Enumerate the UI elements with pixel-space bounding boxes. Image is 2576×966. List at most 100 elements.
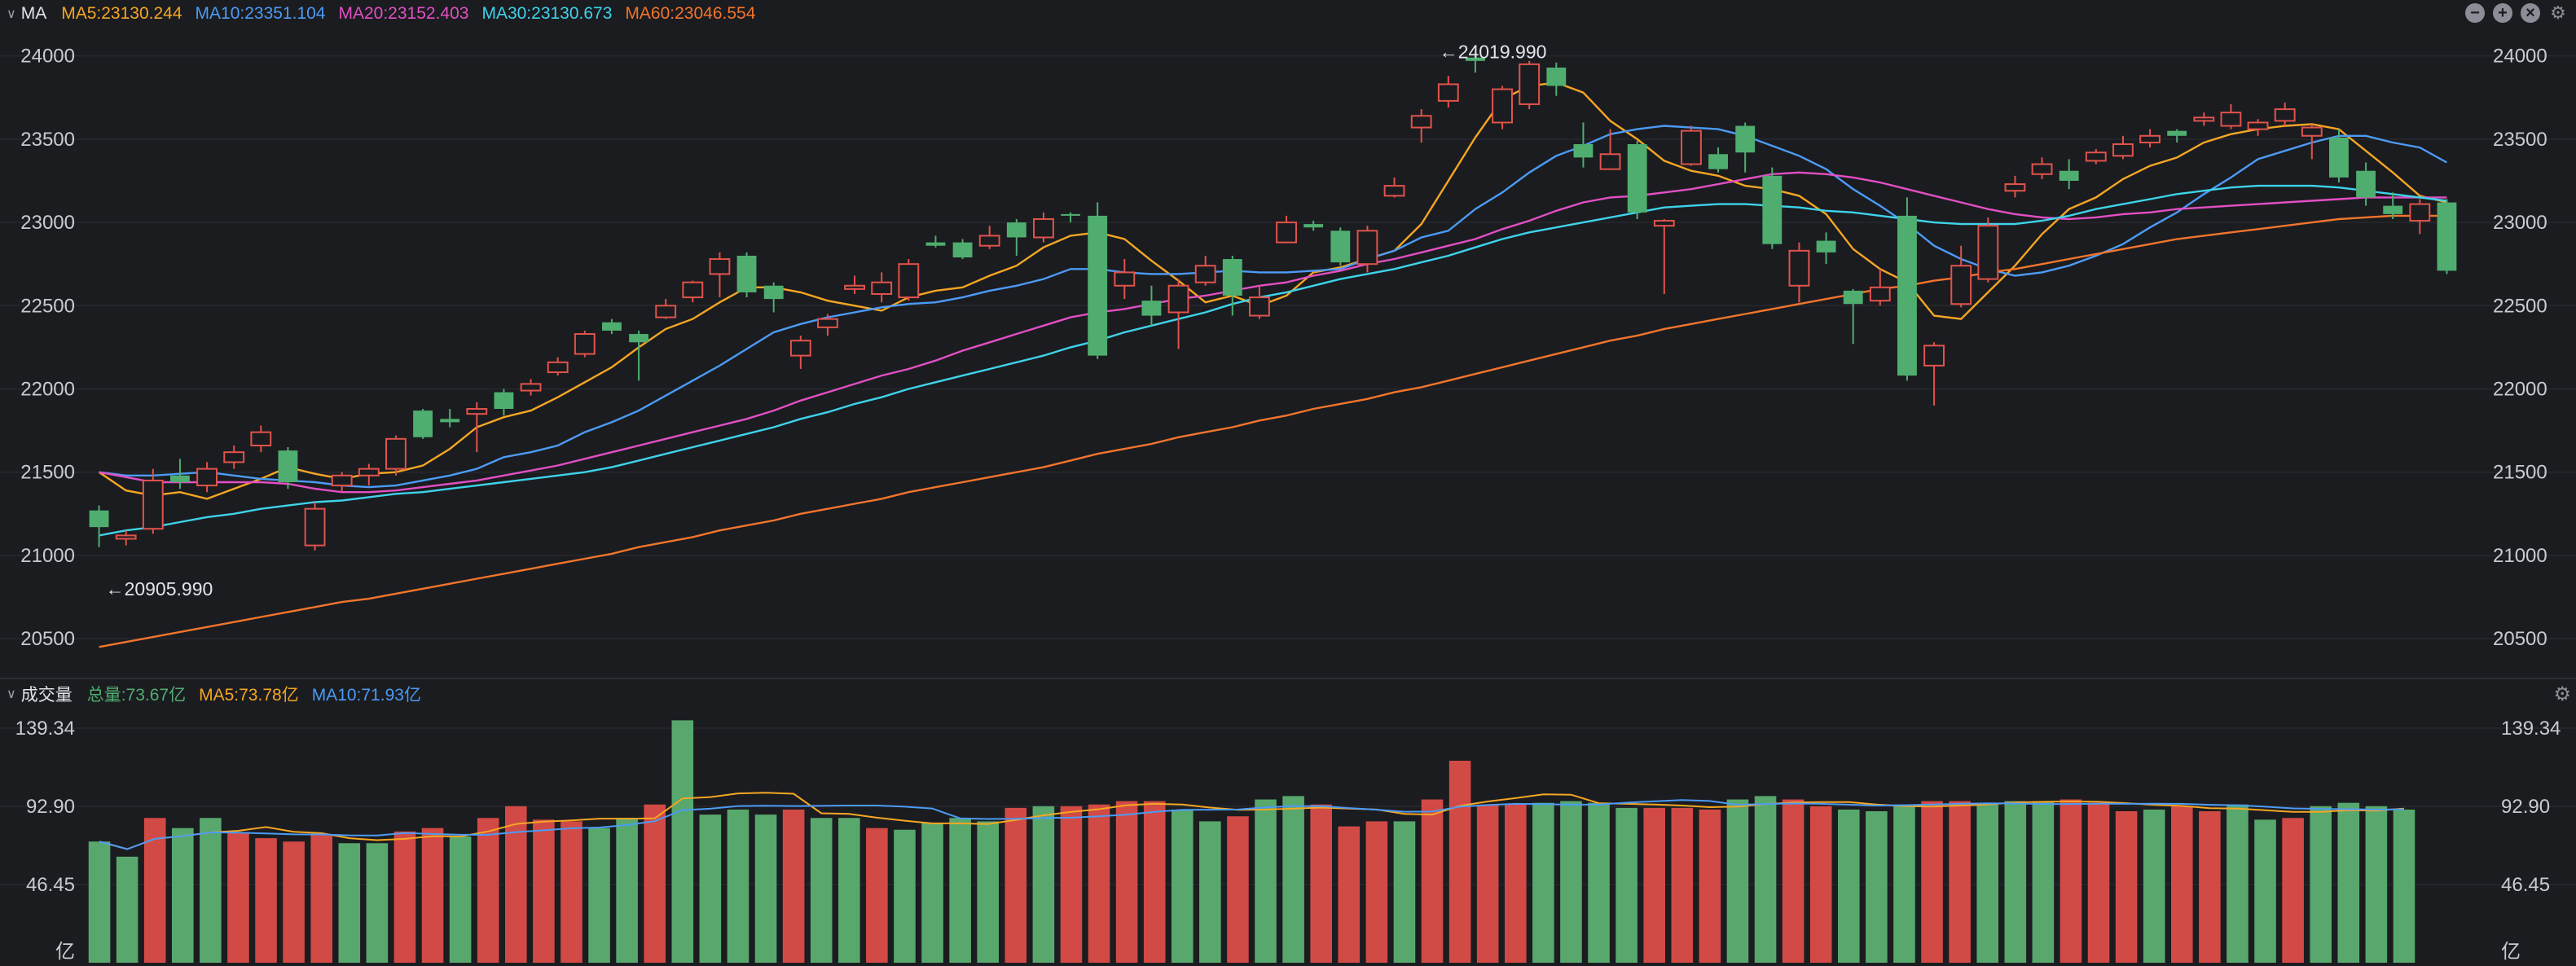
candle-body-up <box>223 451 245 463</box>
volume-bar-down <box>1893 804 1915 963</box>
volume-bar-down <box>810 818 833 963</box>
close-icon[interactable]: × <box>2521 3 2540 23</box>
candle-body-down <box>1006 222 1026 238</box>
gear-icon[interactable]: ⚙ <box>2550 2 2566 23</box>
candle-body-down <box>1330 231 1351 263</box>
candle-body-down <box>1466 57 1485 61</box>
vol-ma5-value: MA5:73.78亿 <box>199 686 299 705</box>
volume-bar-down <box>1976 804 1999 963</box>
candle-body-down <box>1816 240 1836 252</box>
low-price-annotation: ←20905.990 <box>106 578 213 599</box>
candle-body-up <box>2112 143 2134 157</box>
candle-body-up <box>2247 121 2269 130</box>
candle-body-up <box>2220 112 2242 127</box>
volume-bar-down <box>1255 799 1277 963</box>
candle-body-up <box>1519 63 1541 105</box>
ma-indicator-toolbar: ∨ MA MA5:23130.244 MA10:23351.104 MA20:2… <box>0 0 2576 28</box>
volume-bar-down <box>2310 806 2332 963</box>
volume-bar-up <box>1476 804 1499 963</box>
volume-bar-up <box>1782 799 1805 963</box>
volume-bar-down <box>2227 804 2249 963</box>
candle-body-up <box>1977 225 1999 280</box>
ma-line-ma30 <box>99 184 2447 537</box>
price-axis-tick-left: 21000 <box>20 545 75 567</box>
total-volume-value: 总量:73.67亿 <box>86 686 187 705</box>
volume-bar-down <box>2254 819 2276 963</box>
volume-bar-down <box>366 843 389 963</box>
volume-bar-down <box>2004 801 2027 963</box>
ma-line-ma10 <box>99 125 2447 489</box>
price-axis-tick-left: 24000 <box>20 46 75 68</box>
high-price-annotation: ←24019.990 <box>1440 42 1547 63</box>
volume-bar-up <box>866 828 888 963</box>
ma20-value: MA20:23152.403 <box>338 4 469 23</box>
volume-bar-down <box>449 836 472 963</box>
candle-body-down <box>736 255 757 292</box>
volume-bar-up <box>1504 804 1527 963</box>
candle-body-down <box>440 419 460 423</box>
volume-bar-up <box>782 809 805 963</box>
volume-title: 成交量 <box>20 686 73 705</box>
volume-bar-down <box>1282 796 1304 963</box>
volume-bar-down <box>894 829 916 963</box>
volume-ma10-line <box>99 799 2405 850</box>
chevron-down-icon[interactable]: ∨ <box>7 7 16 21</box>
candle-body-down <box>2167 130 2187 136</box>
candle-body-up <box>142 479 164 530</box>
volume-bar-up <box>1921 801 1943 963</box>
volume-bar-up <box>560 821 582 963</box>
volume-bar-down <box>200 818 222 963</box>
price-axis-tick-left: 21500 <box>20 462 75 484</box>
volume-bar-down <box>1726 799 1749 963</box>
minus-icon[interactable]: − <box>2465 3 2485 23</box>
candle-body-up <box>1653 220 1675 227</box>
volume-bar-up <box>1143 801 1166 963</box>
volume-axis-tick-right: 46.45 <box>2501 874 2550 896</box>
volume-bar-up <box>227 832 249 963</box>
candle-body-up <box>1923 345 1945 367</box>
candle-body-up <box>1033 217 1054 239</box>
candle-body-up <box>1869 286 1891 302</box>
volume-bar-up <box>1088 804 1110 963</box>
volume-bar-down <box>1615 807 1637 963</box>
candle-body-down <box>2329 137 2349 178</box>
volume-bar-up <box>310 834 333 963</box>
volume-bar-down <box>1532 802 1554 963</box>
volume-bar-up <box>1227 816 1249 963</box>
volume-bar-down <box>921 823 943 963</box>
volume-bar-up <box>1949 801 1971 963</box>
candle-body-down <box>2383 205 2403 214</box>
volume-axis-tick-right: 139.34 <box>2501 718 2561 740</box>
gear-icon[interactable]: ⚙ <box>2553 683 2571 705</box>
volume-ma5-line <box>99 792 2405 850</box>
price-axis-tick-left: 20500 <box>20 628 75 650</box>
volume-bar-down <box>2337 802 2360 963</box>
candle-body-up <box>304 507 326 547</box>
ma-line-ma60 <box>99 214 2447 648</box>
volume-bar-down <box>2393 809 2416 963</box>
candle-body-up <box>547 361 569 374</box>
candle-body-up <box>2274 108 2296 122</box>
candle-body-down <box>1303 224 1324 228</box>
volume-bar-down <box>1588 802 1610 963</box>
candle-body-up <box>520 383 542 392</box>
volume-bar-up <box>1671 807 1694 963</box>
candle-body-up <box>2139 134 2161 143</box>
volume-bar-down <box>1560 801 1582 963</box>
candle-body-down <box>1573 144 1594 158</box>
chevron-down-icon[interactable]: ∨ <box>7 687 16 701</box>
ma-title: MA <box>20 4 47 23</box>
candle-body-up <box>978 235 1000 247</box>
volume-bar-up <box>1338 826 1361 963</box>
candle-body-up <box>682 281 704 299</box>
candle-body-up <box>1114 271 1136 287</box>
volume-bar-down <box>1199 821 1221 963</box>
price-axis-tick-right: 21000 <box>2493 545 2547 567</box>
volume-bar-up <box>1421 799 1444 963</box>
volume-bar-up <box>143 818 166 963</box>
plus-icon[interactable]: + <box>2493 3 2512 23</box>
candle-body-up <box>196 468 218 487</box>
candle-body-down <box>2356 170 2376 198</box>
candle-body-down <box>1088 215 1108 356</box>
